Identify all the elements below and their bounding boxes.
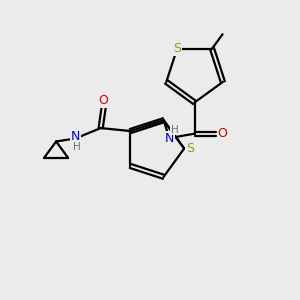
Text: O: O — [218, 127, 227, 140]
Text: S: S — [186, 142, 194, 155]
Text: O: O — [99, 94, 109, 107]
Text: N: N — [165, 132, 174, 145]
Text: N: N — [71, 130, 80, 143]
Text: H: H — [73, 142, 81, 152]
Text: S: S — [173, 42, 181, 55]
Text: H: H — [171, 125, 178, 135]
